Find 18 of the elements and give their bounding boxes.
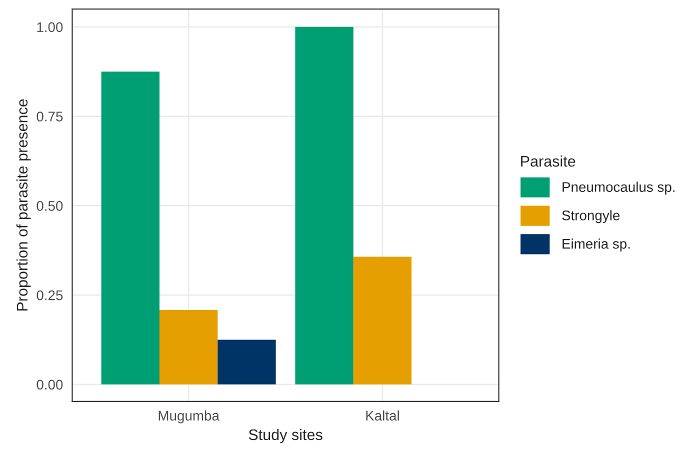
bar — [353, 256, 412, 384]
legend-label: Eimeria sp. — [562, 238, 630, 252]
legend-label: Pneumocaulus sp. — [562, 182, 674, 195]
x-tick-label: Kaltal — [366, 410, 399, 421]
bar — [101, 72, 160, 384]
x-tick-label: Mugumba — [158, 410, 220, 424]
bar — [295, 26, 354, 384]
y-tick-label: 0.00 — [36, 380, 63, 390]
y-tick-label: 1.00 — [37, 22, 63, 32]
y-axis-title: Proportion of parasite presence — [16, 99, 31, 311]
bar — [218, 340, 276, 384]
legend-label: Strongyle — [562, 210, 620, 224]
y-tick-label: 0.75 — [36, 112, 63, 122]
y-tick-label: 0.25 — [36, 290, 63, 300]
y-tick-label: 0.50 — [36, 200, 63, 211]
legend-title: Parasite — [521, 155, 576, 167]
bar — [159, 310, 218, 384]
x-axis-title: Study sites — [248, 428, 322, 444]
